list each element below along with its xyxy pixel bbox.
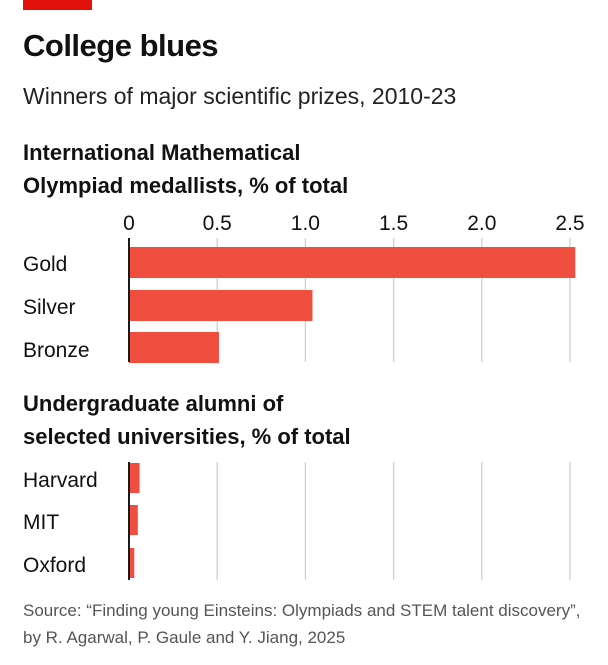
x-tick-label-2: 1.0 [291,212,320,235]
bar-oxford [129,548,135,578]
source-note: Source: “Finding young Einsteins: Olympi… [23,601,581,647]
x-tick-label-0: 0 [123,212,135,235]
chart-title: College blues [23,28,219,63]
bar-mit [129,505,138,535]
x-tick-label-5: 2.5 [555,212,584,235]
x-tick-label-3: 1.5 [379,212,408,235]
category-label-oxford: Oxford [23,554,86,577]
panel-2-title: Undergraduate alumni of selected univers… [23,387,351,453]
bar-bronze [129,332,219,363]
category-label-gold: Gold [23,253,67,276]
panel-1-title-line-2: Olympiad medallists, % of total [23,173,349,198]
category-label-silver: Silver [23,296,76,319]
panel-2-title-line-1: Undergraduate alumni of [23,391,284,416]
bar-silver [129,290,313,321]
panel-1-title: International Mathematical Olympiad meda… [23,136,348,202]
chart-subtitle: Winners of major scientific prizes, 2010… [23,83,457,109]
panel-2-title-line-2: selected universities, % of total [23,424,351,449]
category-label-mit: MIT [23,511,59,534]
category-label-bronze: Bronze [23,339,90,362]
bar-gold [129,247,576,278]
bar-harvard [129,463,140,493]
x-tick-label-4: 2.0 [467,212,496,235]
x-tick-label-1: 0.5 [203,212,232,235]
panel-1-title-line-1: International Mathematical [23,140,301,165]
category-label-harvard: Harvard [23,469,98,492]
brand-red-tag [23,0,92,10]
